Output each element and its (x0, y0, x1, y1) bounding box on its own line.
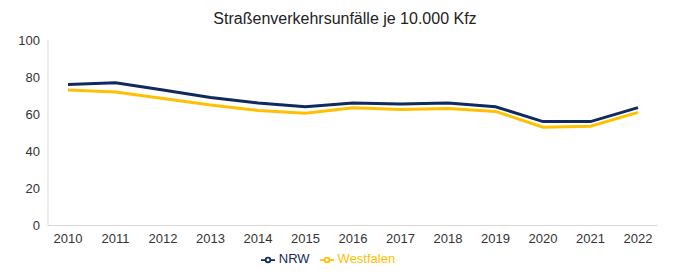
svg-text:2010: 2010 (54, 231, 83, 246)
svg-text:20: 20 (26, 181, 40, 196)
svg-text:2011: 2011 (102, 231, 130, 246)
svg-text:2015: 2015 (291, 231, 320, 246)
svg-text:2022: 2022 (624, 231, 653, 246)
svg-text:2020: 2020 (529, 231, 558, 246)
svg-text:0: 0 (33, 218, 40, 233)
svg-text:2016: 2016 (339, 231, 368, 246)
svg-text:2014: 2014 (244, 231, 273, 246)
svg-text:2019: 2019 (481, 231, 510, 246)
svg-text:80: 80 (26, 70, 40, 85)
html-text:NRW: NRW (278, 251, 310, 267)
svg-text:40: 40 (26, 144, 40, 159)
svg-text:2012: 2012 (149, 231, 178, 246)
svg-text:100: 100 (18, 33, 40, 48)
svg-text:2013: 2013 (196, 231, 225, 246)
svg-text:60: 60 (26, 107, 40, 122)
svg-text:2018: 2018 (434, 231, 463, 246)
svg-text:2021: 2021 (576, 231, 605, 246)
html-text:Westfalen: Westfalen (337, 251, 396, 267)
html-text:Straßenverkehrsunfälle je 10.0: Straßenverkehrsunfälle je 10.000 Kfz (213, 10, 477, 27)
svg-text:2017: 2017 (386, 231, 415, 246)
